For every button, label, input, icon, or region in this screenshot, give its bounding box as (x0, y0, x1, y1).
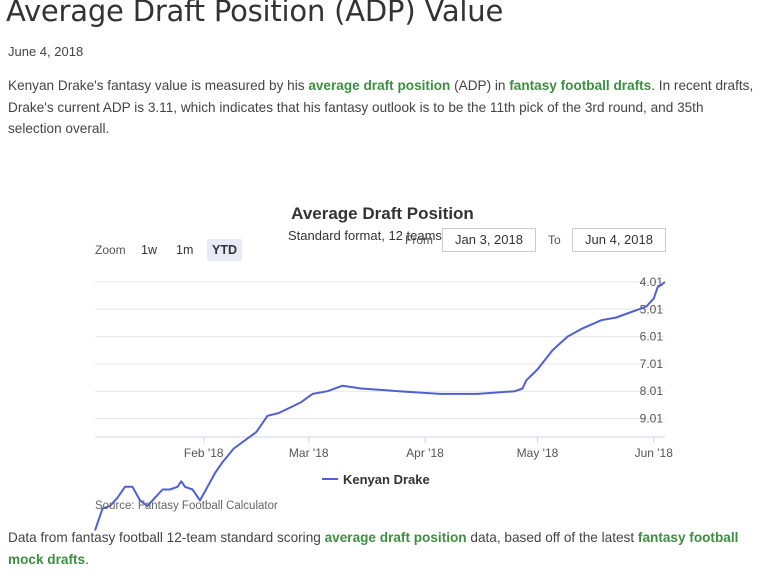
range-to-label: To (548, 233, 561, 247)
y-tick-label: 9.01 (640, 412, 664, 426)
page-title: Average Draft Position (ADP) Value (6, 0, 504, 28)
link-fantasy-football-mock-drafts[interactable]: fantasy football mock drafts (8, 530, 739, 567)
range-from-label: From (405, 233, 433, 247)
footer-paragraph: Data from fantasy football 12-team stand… (8, 530, 739, 567)
x-tick-label: Apr '18 (406, 446, 444, 460)
y-tick-label: 4.01 (640, 275, 664, 289)
link-average-draft-position[interactable]: average draft position (308, 78, 451, 93)
range-to-input[interactable]: Jun 4, 2018 (572, 228, 666, 252)
x-tick-label: Jun '18 (635, 446, 674, 460)
series-line (94, 281, 666, 531)
x-tick-label: Mar '18 (289, 446, 329, 460)
zoom-1w-button[interactable]: 1w (141, 243, 157, 257)
y-tick-label: 7.01 (640, 357, 664, 371)
chart-subtitle: Standard format, 12 teams (288, 228, 442, 243)
link-fantasy-football-drafts[interactable]: fantasy football drafts (509, 78, 652, 93)
x-tick-label: Feb '18 (184, 446, 224, 460)
zoom-ytd-button[interactable]: YTD (207, 239, 242, 261)
link-average-draft-position-2[interactable]: average draft position (324, 530, 467, 545)
chart-source: Source: Fantasy Football Calculator (95, 500, 278, 512)
range-from-input[interactable]: Jan 3, 2018 (442, 228, 536, 252)
zoom-1m-button[interactable]: 1m (176, 243, 194, 257)
legend-label: Kenyan Drake (343, 472, 430, 487)
zoom-label: Zoom (95, 243, 126, 257)
publish-date: June 4, 2018 (8, 44, 84, 59)
y-tick-label: 8.01 (640, 384, 664, 398)
x-tick-label: May '18 (517, 446, 559, 460)
y-tick-label: 6.01 (640, 330, 664, 344)
intro-paragraph: Kenyan Drake's fantasy value is measured… (8, 78, 754, 136)
y-tick-label: 5.01 (640, 302, 664, 316)
chart-title: Average Draft Position (291, 204, 474, 223)
